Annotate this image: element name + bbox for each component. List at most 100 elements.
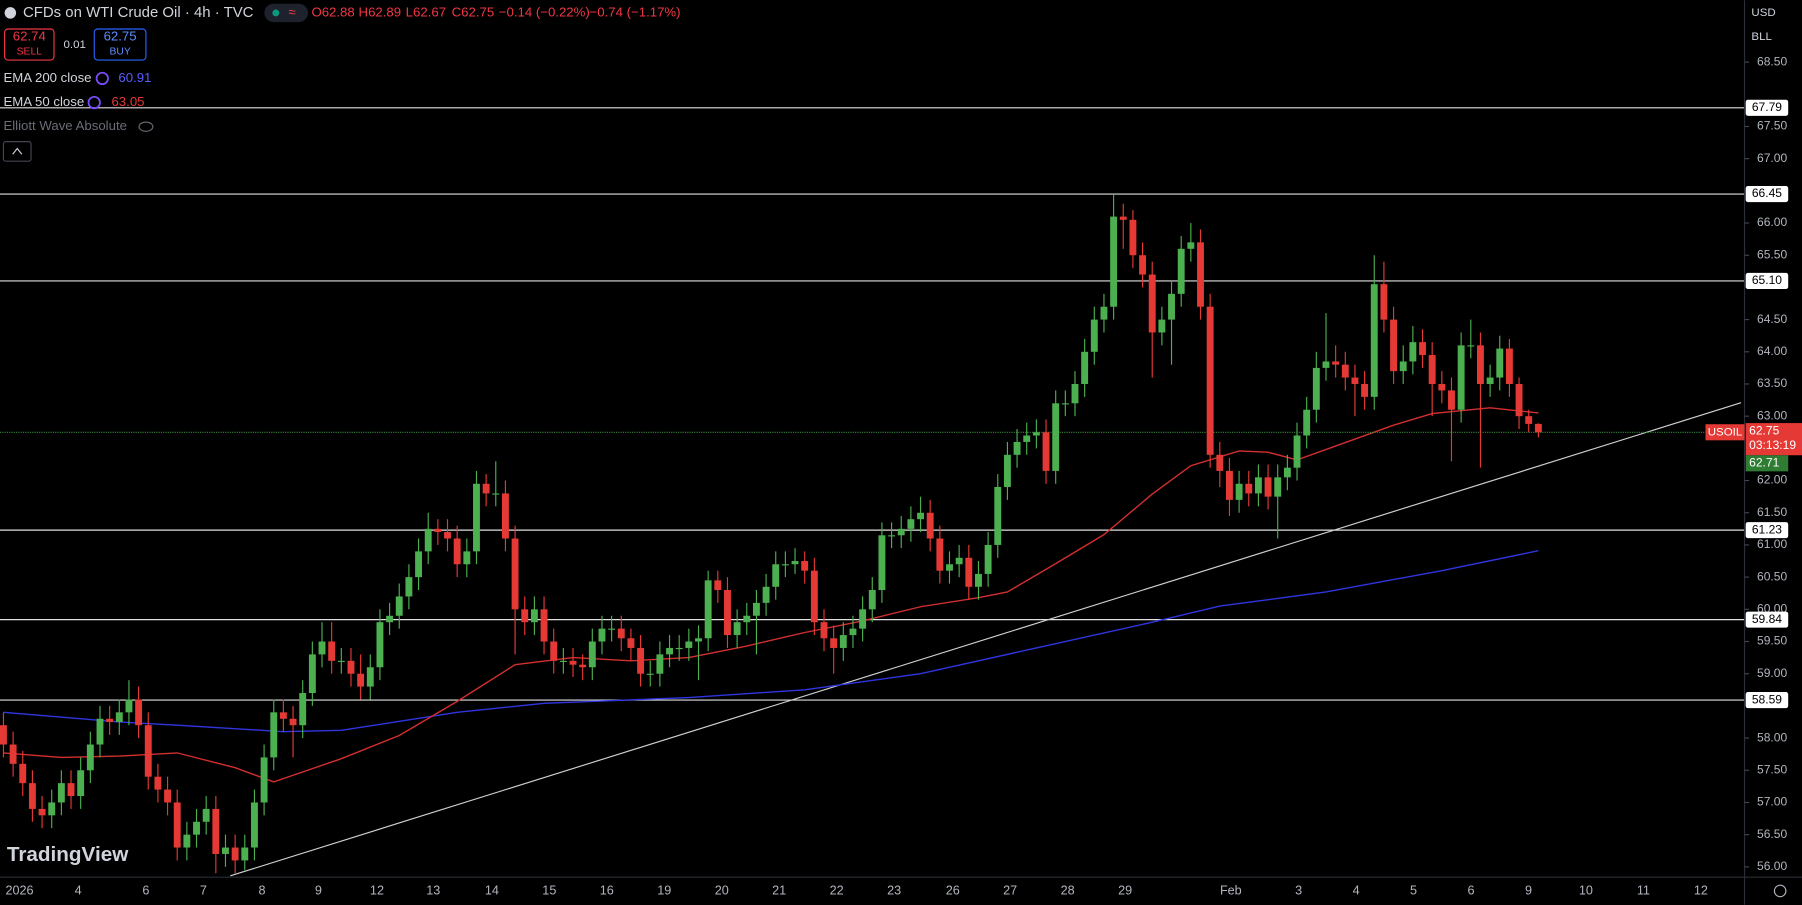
- candle-body: [878, 535, 886, 591]
- candle-body: [231, 847, 239, 861]
- x-tick-label: 2026: [5, 883, 33, 897]
- sell-price: 62.74: [13, 29, 46, 44]
- sell-button[interactable]: [4, 28, 55, 61]
- candle-body: [1129, 219, 1137, 256]
- x-tick-label: 20: [715, 883, 729, 897]
- x-tick-label: 6: [142, 883, 149, 897]
- status-pill: [264, 3, 308, 23]
- candle-body: [250, 802, 258, 848]
- candle-body: [1496, 348, 1504, 378]
- y-tick-label: 59.50: [1757, 634, 1787, 648]
- level-label-box: [1745, 186, 1789, 203]
- candle-body: [77, 770, 85, 797]
- candle-body: [1119, 216, 1127, 220]
- candle-body: [1534, 423, 1542, 433]
- candle-body: [193, 821, 200, 835]
- candle-body: [0, 725, 7, 745]
- candle-body: [704, 580, 712, 639]
- candle-body: [1235, 483, 1243, 500]
- candle-body: [1332, 361, 1340, 365]
- level-label: 59.84: [1752, 612, 1782, 626]
- candle-body: [1052, 403, 1060, 471]
- candle-body: [743, 615, 751, 623]
- level-label-box: [1745, 99, 1789, 116]
- candle-body: [1467, 345, 1475, 347]
- candle-body: [279, 712, 287, 719]
- candle-body: [106, 718, 114, 722]
- candle-body: [1351, 377, 1359, 384]
- candle-body: [453, 538, 461, 565]
- level-label: 66.45: [1752, 186, 1782, 200]
- candle-body: [1206, 306, 1214, 455]
- x-tick-label: Feb: [1220, 883, 1242, 897]
- plot-area: [0, 107, 1745, 877]
- buy-label: BUY: [109, 47, 130, 58]
- candle-body: [173, 802, 181, 848]
- candle-body: [424, 528, 432, 552]
- y-tick-label: 63.50: [1757, 376, 1787, 390]
- x-tick-label: 19: [657, 883, 671, 897]
- candle-body: [357, 673, 365, 687]
- candle-body: [125, 699, 133, 713]
- x-tick-label: 28: [1061, 883, 1075, 897]
- y-tick-label: 59.00: [1757, 666, 1787, 680]
- currency[interactable]: USD: [1751, 7, 1775, 19]
- collapse-button[interactable]: [2, 141, 32, 162]
- candle-body: [907, 519, 915, 529]
- candle-body: [772, 564, 780, 587]
- candle-body: [762, 586, 770, 603]
- y-tick-label: 67.00: [1757, 151, 1787, 165]
- bid-label: 62.71: [1749, 455, 1779, 469]
- candle-body: [96, 718, 104, 745]
- candle-body: [1177, 248, 1185, 294]
- candle-body: [1226, 470, 1233, 500]
- y-tick-label: 56.50: [1757, 827, 1787, 841]
- unit[interactable]: BLL: [1751, 31, 1771, 43]
- candle-body: [501, 493, 509, 539]
- x-tick-label: 14: [485, 883, 499, 897]
- indicator-name: EMA 50 close: [3, 94, 84, 109]
- candle-body: [1525, 416, 1533, 424]
- candle-body: [666, 647, 673, 655]
- level-label: 65.10: [1752, 273, 1782, 287]
- candle-body: [868, 590, 876, 610]
- candle-body: [1293, 435, 1301, 468]
- low-value: L62.67: [406, 4, 446, 19]
- candle-body: [202, 808, 210, 822]
- indicator-value: 63.05: [111, 94, 144, 109]
- candle-body: [975, 573, 982, 587]
- candle-body: [540, 609, 548, 642]
- candle-body: [1032, 432, 1040, 436]
- level-label: 61.23: [1752, 522, 1782, 536]
- candle-body: [559, 660, 567, 662]
- x-tick-label: 26: [946, 883, 960, 897]
- x-tick-label: 8: [259, 883, 266, 897]
- countdown: 03:13:19: [1749, 438, 1796, 452]
- candle-body: [936, 538, 944, 571]
- high-value: H62.89: [359, 4, 402, 19]
- candle-body: [1419, 342, 1426, 356]
- candle-body: [1428, 355, 1436, 384]
- candle-body: [386, 615, 394, 623]
- y-tick-label: 66.00: [1757, 215, 1787, 229]
- candle-body: [260, 757, 268, 803]
- candle-body: [1274, 477, 1282, 497]
- candle-body: [984, 544, 992, 574]
- buy-button[interactable]: [93, 28, 147, 61]
- candle-body: [67, 783, 75, 797]
- candle-body: [38, 808, 46, 816]
- y-tick-label: 68.50: [1757, 54, 1787, 68]
- settings-icon[interactable]: [1773, 884, 1787, 898]
- y-tick-label: 62.00: [1757, 473, 1787, 487]
- candle-body: [801, 561, 809, 571]
- candle-body: [1399, 361, 1407, 372]
- candle-body: [415, 551, 422, 578]
- candle-body: [1322, 361, 1330, 368]
- candle-body: [135, 699, 143, 726]
- hidden-icon[interactable]: [138, 121, 154, 132]
- candle-body: [405, 577, 413, 597]
- x-tick-label: 3: [1295, 883, 1302, 897]
- chart-title: CFDs on WTI Crude Oil · 4h · TVC: [23, 4, 254, 21]
- x-tick-label: 9: [1525, 883, 1532, 897]
